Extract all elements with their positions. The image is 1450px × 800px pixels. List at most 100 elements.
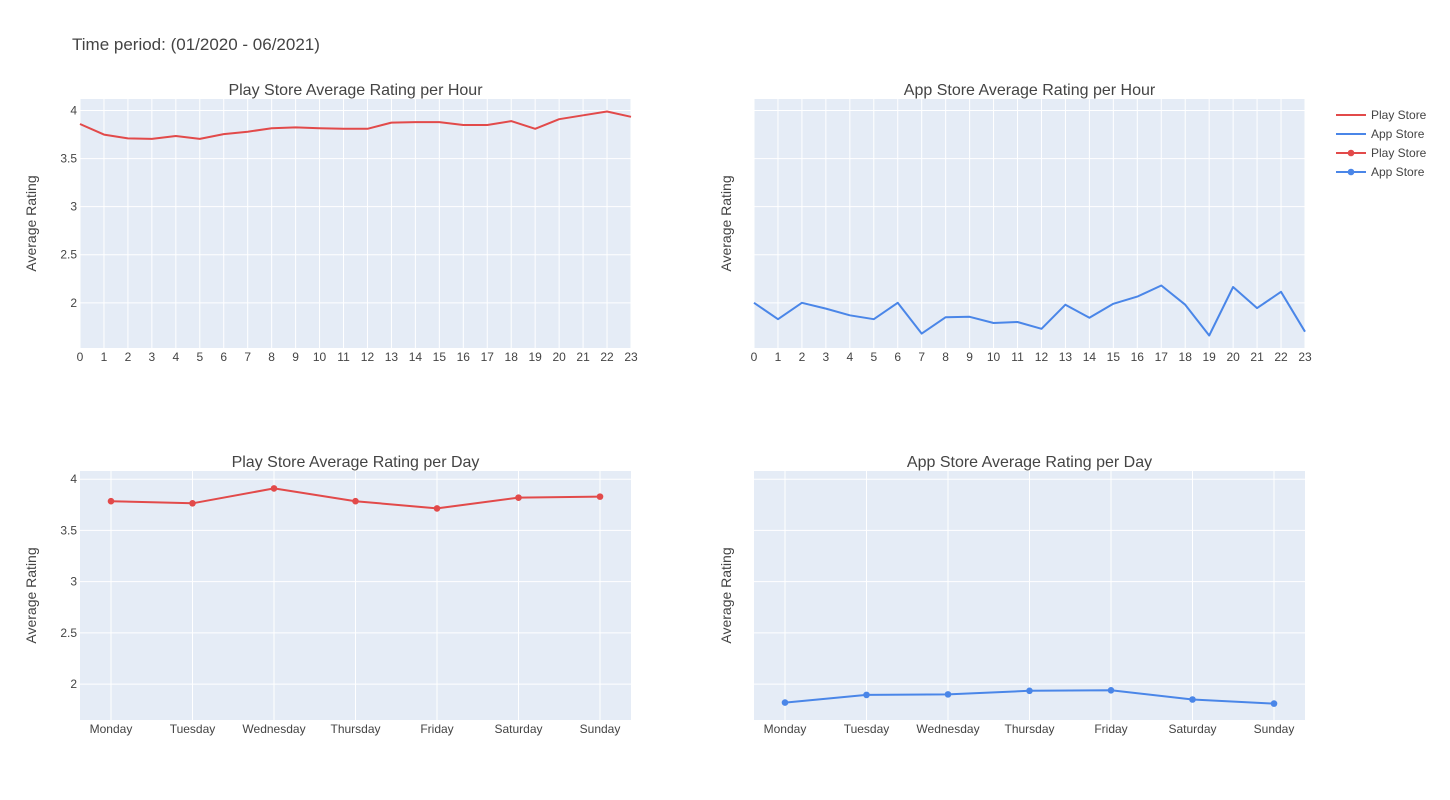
x-tick-label: 23 — [624, 350, 638, 364]
x-tick-label: 0 — [751, 350, 758, 364]
plot-area — [80, 99, 631, 348]
x-tick-label: 22 — [600, 350, 614, 364]
x-tick-label: 18 — [505, 350, 519, 364]
x-tick-label: 20 — [1226, 350, 1240, 364]
legend-item[interactable]: App Store — [1336, 127, 1425, 141]
x-tick-label: 7 — [244, 350, 251, 364]
x-tick-label: 15 — [433, 350, 447, 364]
y-axis-title: Average Rating — [23, 175, 39, 271]
y-tick-labels: 2 2.5 3 3.5 4 — [60, 472, 77, 691]
x-tick-label: 22 — [1274, 350, 1288, 364]
y-axis-title: Average Rating — [718, 547, 734, 643]
data-point — [596, 493, 604, 500]
chart-title: App Store Average Rating per Day — [907, 454, 1152, 471]
x-tick-label: 21 — [576, 350, 590, 364]
x-tick-label: 23 — [1298, 350, 1312, 364]
legend-label: App Store — [1371, 165, 1425, 179]
x-tick-label: 17 — [481, 350, 495, 364]
x-tick-label: Sunday — [1254, 722, 1295, 736]
data-point — [1107, 686, 1115, 694]
y-tick-labels: 2 2.5 3 3.5 4 — [60, 104, 77, 310]
x-tick-label: 6 — [220, 350, 227, 364]
x-tick-label: 12 — [1035, 350, 1049, 364]
x-tick-label: 18 — [1179, 350, 1193, 364]
x-tick-label: Friday — [420, 722, 453, 736]
series-line — [107, 485, 604, 512]
x-tick-label: 21 — [1250, 350, 1264, 364]
legend-marker — [1347, 168, 1355, 176]
x-tick-label: 14 — [1083, 350, 1097, 364]
data-point — [515, 494, 522, 501]
legend-label: Play Store — [1371, 108, 1427, 122]
grid-lines — [753, 99, 1306, 348]
data-point — [1270, 700, 1278, 707]
chart-title: App Store Average Rating per Hour — [904, 82, 1156, 99]
x-tick-label: 10 — [313, 350, 327, 364]
x-tick-label: Sunday — [580, 722, 621, 736]
x-tick-labels: Monday Tuesday Wednesday Thursday Friday Satu… — [764, 722, 1295, 736]
x-tick-label: 15 — [1107, 350, 1121, 364]
series-path — [753, 284, 1306, 337]
x-tick-label: 7 — [918, 350, 925, 364]
legend-item[interactable]: App Store — [1336, 165, 1425, 179]
data-point — [1026, 687, 1033, 695]
x-tick-label: 13 — [1059, 350, 1073, 364]
x-tick-label: 10 — [987, 350, 1001, 364]
x-tick-labels: 0 1 2 3 4 5 6 7 8 9 10 11 12 13 14 15 16 17 18 19 20 21 22 23 — [77, 350, 638, 364]
x-tick-label: 14 — [409, 350, 423, 364]
x-tick-label: 8 — [942, 350, 949, 364]
x-tick-label: Saturday — [494, 722, 542, 736]
x-tick-label: 11 — [337, 350, 350, 364]
x-tick-label: 9 — [292, 350, 299, 364]
y-tick-label: 3.5 — [60, 152, 77, 166]
page-title: Time period: (01/2020 - 06/2021) — [72, 35, 320, 54]
x-tick-label: 6 — [894, 350, 901, 364]
x-tick-label: 16 — [1131, 350, 1145, 364]
data-point — [270, 485, 278, 492]
x-tick-label: 4 — [172, 350, 179, 364]
y-tick-label: 2.5 — [60, 248, 77, 262]
x-tick-labels: Monday Tuesday Wednesday Thursday Friday Satu… — [90, 722, 621, 736]
y-tick-label: 4 — [70, 104, 77, 118]
data-point — [352, 497, 359, 505]
x-tick-label: 19 — [1202, 350, 1216, 364]
x-tick-label: 3 — [149, 350, 156, 364]
legend-label: Play Store — [1371, 146, 1427, 160]
legend-label: App Store — [1371, 127, 1425, 141]
legend-marker — [1347, 149, 1355, 157]
chart-title: Play Store Average Rating per Day — [232, 454, 480, 471]
x-tick-label: 4 — [846, 350, 853, 364]
data-point — [944, 691, 952, 698]
x-tick-label: Thursday — [330, 722, 380, 736]
subplot-app-hour: 0 1 2 3 4 5 6 7 8 9 10 11 12 13 14 15 16 17 18 19 20 21 22 23 A… — [718, 82, 1312, 364]
legend[interactable]: Play Store App Store Play Store App Store — [1336, 108, 1427, 179]
y-tick-label: 4 — [70, 472, 77, 486]
grid-lines — [79, 99, 632, 348]
y-tick-label: 2 — [70, 677, 77, 691]
x-tick-label: 8 — [268, 350, 275, 364]
x-tick-label: Thursday — [1004, 722, 1054, 736]
x-tick-label: 2 — [125, 350, 132, 364]
x-tick-label: Wednesday — [916, 722, 979, 736]
x-tick-label: 19 — [528, 350, 542, 364]
subplot-play-day: Monday Tuesday Wednesday Thursday Friday Satu… — [23, 454, 631, 736]
grid-lines — [754, 471, 1305, 720]
y-tick-label: 2.5 — [60, 626, 77, 640]
legend-item[interactable]: Play Store — [1336, 108, 1427, 122]
x-tick-label: 5 — [870, 350, 877, 364]
data-point — [1189, 696, 1196, 703]
data-point — [863, 691, 870, 699]
y-axis-title: Average Rating — [718, 175, 734, 271]
x-tick-label: 9 — [966, 350, 973, 364]
legend-item[interactable]: Play Store — [1336, 146, 1427, 160]
subplot-play-hour: 0 1 2 3 4 5 6 7 8 9 10 11 12 13 14 15 16 17 18 19 20 21 22 23 2… — [23, 82, 638, 364]
y-tick-label: 3 — [70, 575, 77, 589]
x-tick-labels: 0 1 2 3 4 5 6 7 8 9 10 11 12 13 14 15 16 17 18 19 20 21 22 23 — [751, 350, 1312, 364]
x-tick-label: 17 — [1155, 350, 1169, 364]
data-point — [433, 505, 441, 512]
x-tick-label: 16 — [457, 350, 471, 364]
x-tick-label: Tuesday — [844, 722, 890, 736]
series-line — [79, 110, 632, 140]
x-tick-label: Tuesday — [170, 722, 216, 736]
x-tick-label: 12 — [361, 350, 375, 364]
